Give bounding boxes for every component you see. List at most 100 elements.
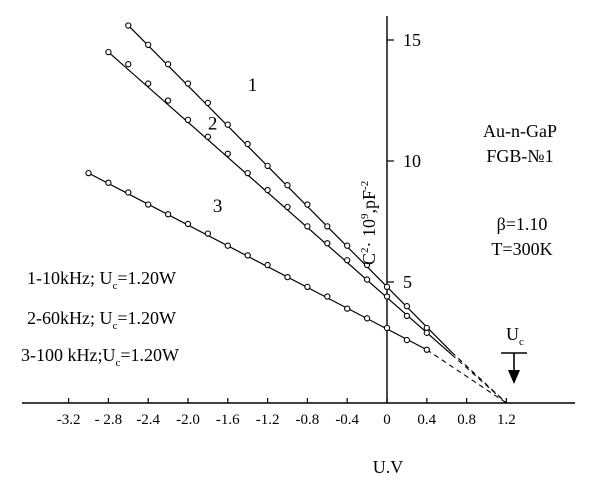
data-point xyxy=(164,211,172,218)
data-point xyxy=(145,80,152,87)
data-point xyxy=(105,179,112,186)
y-tick-labels: 5 10 15 xyxy=(403,30,421,292)
data-point xyxy=(145,41,152,48)
data-point xyxy=(403,303,411,310)
data-point xyxy=(204,133,212,140)
data-point xyxy=(363,261,371,269)
data-point xyxy=(244,140,251,148)
y-tick-label: 15 xyxy=(403,30,421,50)
series-line xyxy=(88,172,428,351)
data-point xyxy=(363,276,371,283)
data-point xyxy=(184,116,192,124)
data-point xyxy=(264,162,271,169)
data-point xyxy=(264,186,271,194)
data-point xyxy=(184,80,192,87)
legend-entry-2: 2-60kHz; Uc=1.20W xyxy=(27,308,176,332)
y-label-sup1: 2 xyxy=(359,247,371,253)
data-point xyxy=(244,169,251,177)
y-axis-label: C2· 109,pF-2 xyxy=(359,181,379,265)
x-axis-label: U.V xyxy=(373,457,404,477)
data-point xyxy=(284,182,291,189)
data-point xyxy=(125,189,132,196)
data-point xyxy=(304,223,311,230)
uc-marker: Uc xyxy=(501,324,527,384)
x-tick-label: 0 xyxy=(383,412,391,428)
data-point xyxy=(383,293,391,300)
y-label-sup2: 9 xyxy=(359,213,371,219)
data-point xyxy=(324,240,331,247)
data-point xyxy=(344,305,351,312)
legend-entry-1: 1-10kHz; Uc=1.20W xyxy=(27,268,176,292)
x-tick-label: -1.2 xyxy=(256,412,280,428)
data-point xyxy=(244,252,251,259)
x-tick-label: 1.2 xyxy=(497,412,516,428)
data-point xyxy=(145,201,152,208)
data-point xyxy=(304,201,311,208)
x-tick-label: -1.6 xyxy=(216,412,240,428)
data-point xyxy=(264,261,271,269)
uc-arrow-head xyxy=(508,370,520,384)
data-point xyxy=(204,99,212,107)
data-point xyxy=(224,121,231,128)
data-point xyxy=(105,48,112,56)
data-point xyxy=(204,230,212,237)
x-tick-label: -3.2 xyxy=(57,412,81,428)
data-point xyxy=(125,22,132,29)
data-point xyxy=(423,346,430,353)
x-tick-label: 0.8 xyxy=(457,412,476,428)
series-1: 1 xyxy=(125,22,507,404)
series-label: 1 xyxy=(248,75,258,96)
series-extrapolation xyxy=(451,351,507,404)
data-point xyxy=(324,293,331,300)
series-line xyxy=(108,51,453,356)
x-tick-labels: -3.2 - 2.8 -2.4 -2.0 -1.6 -1.2 -0.8 -0.4 0 0.4 0.8… xyxy=(57,412,516,428)
y-label-main: C xyxy=(359,253,379,265)
y-label-mid: · 10 xyxy=(359,219,379,248)
data-point xyxy=(284,274,291,281)
x-tick-label: -2.0 xyxy=(176,412,200,428)
y-tick-label: 10 xyxy=(403,151,421,171)
data-point xyxy=(125,61,132,68)
y-label-sup3: -2 xyxy=(359,181,371,190)
data-point xyxy=(363,315,371,322)
data-point xyxy=(403,312,411,320)
data-point xyxy=(85,169,92,177)
beta-value: β=1.10 xyxy=(497,214,548,234)
series-label: 2 xyxy=(208,114,218,135)
data-point xyxy=(224,150,231,157)
data-point xyxy=(184,220,192,228)
sample-label: Au-n-GaP xyxy=(483,121,557,141)
data-point xyxy=(344,257,351,264)
series-label: 3 xyxy=(213,196,223,217)
x-tick-label: 0.4 xyxy=(417,412,436,428)
data-point xyxy=(383,324,391,332)
x-tick-label: - 2.8 xyxy=(95,412,123,428)
x-tick-label: -0.4 xyxy=(335,412,359,428)
data-point xyxy=(284,203,291,211)
series-group: 1 2 3 xyxy=(85,22,507,404)
data-point xyxy=(344,242,351,249)
axis-ticks xyxy=(67,39,507,403)
x-tick-label: -2.4 xyxy=(136,412,160,428)
data-point xyxy=(324,223,331,230)
data-point xyxy=(164,61,172,68)
series-line xyxy=(127,25,453,353)
data-point xyxy=(403,336,411,344)
data-point xyxy=(304,283,311,290)
uc-label: Uc xyxy=(506,324,524,348)
data-point xyxy=(383,283,391,290)
legend-entry-3: 3-100 kHz;Uc=1.20W xyxy=(21,345,179,369)
data-point xyxy=(423,329,430,336)
series-extrapolation xyxy=(451,354,507,404)
y-tick-label: 5 xyxy=(403,272,412,292)
x-tick-label: -0.8 xyxy=(296,412,320,428)
legend: 1-10kHz; Uc=1.20W 2-60kHz; Uc=1.20W 3-10… xyxy=(21,268,179,369)
y-label-end: ,pF xyxy=(359,190,379,214)
data-point xyxy=(164,97,172,104)
series-extrapolation xyxy=(426,349,507,404)
sample-id: FGB-№1 xyxy=(486,146,553,166)
series-2: 2 xyxy=(105,48,507,404)
data-point xyxy=(224,242,231,249)
series-3: 3 xyxy=(85,169,507,404)
